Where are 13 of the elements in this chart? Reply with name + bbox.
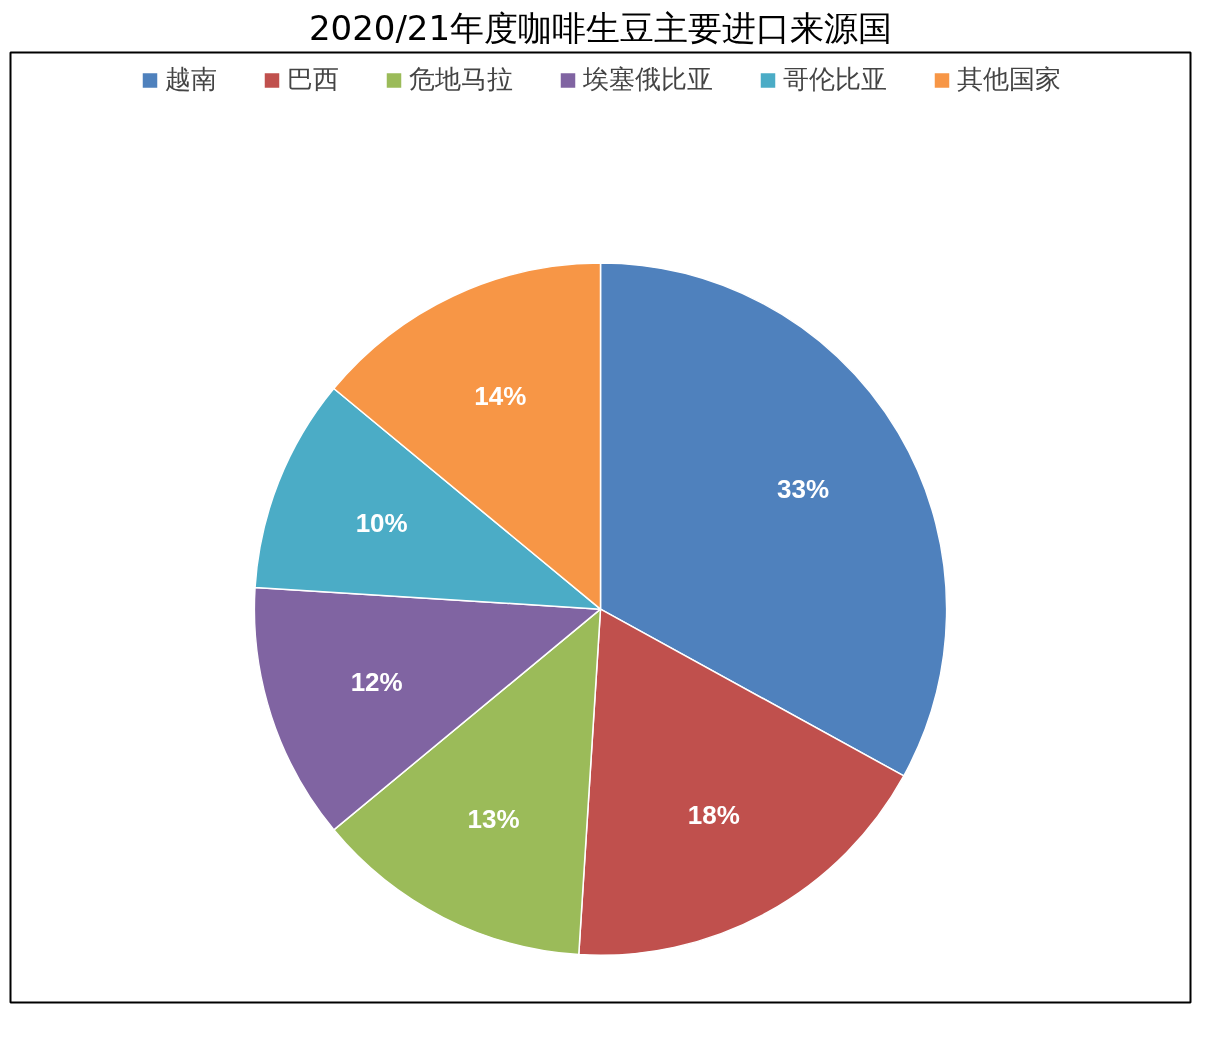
legend-label: 危地马拉: [408, 63, 513, 96]
data-label: 18%: [687, 800, 740, 831]
legend-label: 越南: [164, 63, 217, 96]
legend-label: 其他国家: [956, 63, 1061, 96]
data-label: 33%: [777, 474, 830, 505]
legend-label: 埃塞俄比亚: [582, 63, 713, 96]
data-label: 12%: [350, 666, 403, 697]
data-label: 10%: [355, 507, 408, 538]
legend-label: 哥伦比亚: [782, 63, 887, 96]
data-label: 14%: [474, 381, 527, 412]
chart-title: 2020/21年度咖啡生豆主要进口来源国: [308, 7, 893, 48]
legend-label: 巴西: [286, 63, 339, 96]
data-label: 13%: [467, 803, 520, 834]
